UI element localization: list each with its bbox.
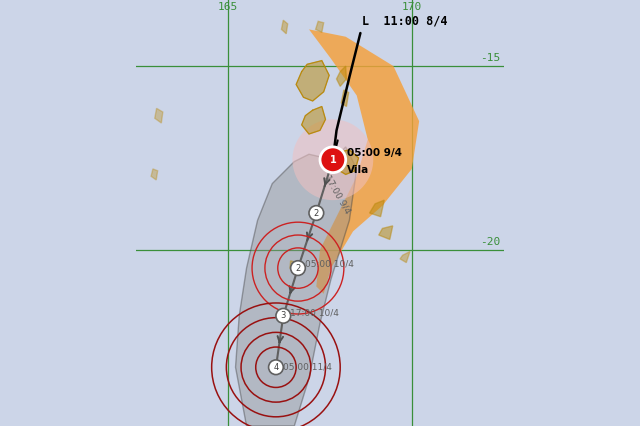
Text: 170: 170 xyxy=(402,2,422,12)
Polygon shape xyxy=(301,106,326,134)
Circle shape xyxy=(292,119,373,200)
Text: Vila: Vila xyxy=(347,164,369,175)
Text: -20: -20 xyxy=(481,237,500,247)
Text: 3: 3 xyxy=(280,311,286,320)
Polygon shape xyxy=(290,261,296,271)
Text: 2: 2 xyxy=(314,208,319,218)
Polygon shape xyxy=(333,150,358,174)
Text: 4: 4 xyxy=(273,363,278,372)
Polygon shape xyxy=(309,29,419,294)
Polygon shape xyxy=(379,226,393,239)
Text: -15: -15 xyxy=(481,53,500,63)
Text: 1: 1 xyxy=(330,155,336,165)
Polygon shape xyxy=(236,147,356,426)
Circle shape xyxy=(269,360,284,374)
Polygon shape xyxy=(151,169,157,180)
Text: 05:00 11/4: 05:00 11/4 xyxy=(282,362,332,371)
Circle shape xyxy=(309,206,324,220)
Polygon shape xyxy=(400,252,410,262)
Text: 17:00 10/4: 17:00 10/4 xyxy=(290,309,339,318)
Circle shape xyxy=(291,261,305,276)
Text: L  11:00 8/4: L 11:00 8/4 xyxy=(362,14,448,28)
Polygon shape xyxy=(316,21,324,32)
Circle shape xyxy=(276,308,291,323)
Polygon shape xyxy=(341,90,349,106)
Text: 05:00 10/4: 05:00 10/4 xyxy=(305,259,353,268)
Polygon shape xyxy=(155,108,163,123)
Polygon shape xyxy=(369,200,384,217)
Text: 2: 2 xyxy=(295,264,301,273)
Text: 17:00 9/4: 17:00 9/4 xyxy=(323,173,352,215)
Text: 05:00 9/4: 05:00 9/4 xyxy=(347,148,402,158)
Polygon shape xyxy=(282,20,288,34)
Text: 165: 165 xyxy=(218,2,238,12)
Circle shape xyxy=(320,147,346,173)
Polygon shape xyxy=(296,60,329,101)
Polygon shape xyxy=(337,66,346,86)
